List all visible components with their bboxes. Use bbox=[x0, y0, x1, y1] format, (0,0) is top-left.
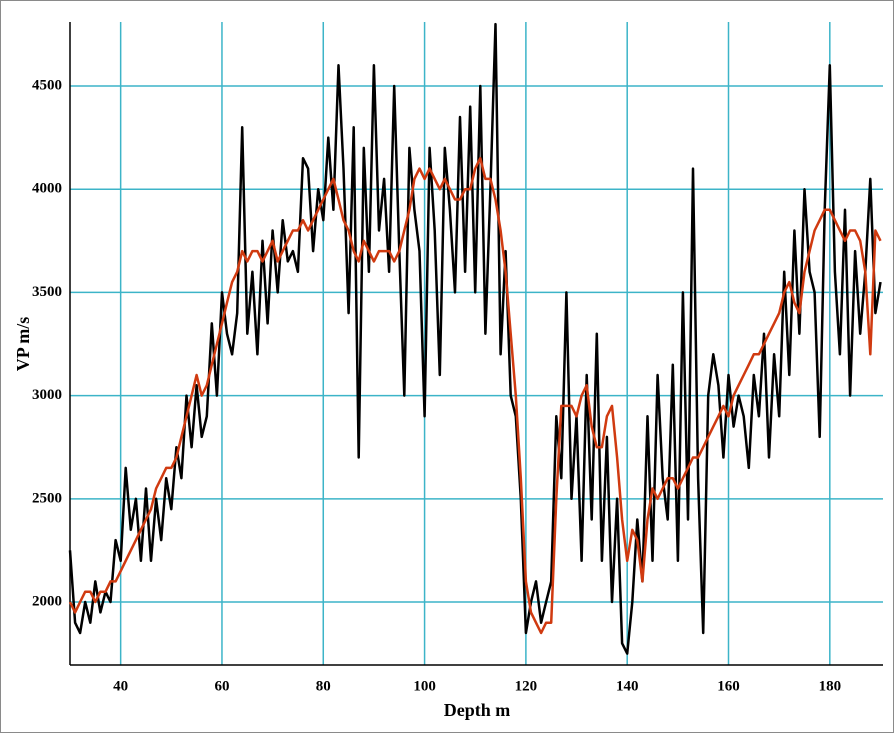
y-tick-label: 4000 bbox=[32, 181, 62, 197]
y-tick-label: 3500 bbox=[32, 284, 62, 300]
y-tick-label: 4500 bbox=[32, 77, 62, 93]
series-line bbox=[68, 156, 882, 635]
x-tick-label: 100 bbox=[413, 678, 436, 694]
x-tick-label: 140 bbox=[616, 678, 639, 694]
y-axis-label: VP m/s bbox=[13, 317, 33, 372]
x-tick-label: 120 bbox=[515, 678, 538, 694]
x-axis-label: Depth m bbox=[444, 700, 511, 720]
x-tick-label: 180 bbox=[819, 678, 842, 694]
x-tick-label: 40 bbox=[113, 678, 128, 694]
x-tick-label: 160 bbox=[717, 678, 740, 694]
series-line bbox=[68, 22, 882, 655]
y-tick-label: 2500 bbox=[32, 490, 62, 506]
y-tick-label: 3000 bbox=[32, 387, 62, 403]
y-tick-label: 2000 bbox=[32, 593, 62, 609]
x-tick-label: 60 bbox=[214, 678, 229, 694]
x-tick-label: 80 bbox=[316, 678, 331, 694]
